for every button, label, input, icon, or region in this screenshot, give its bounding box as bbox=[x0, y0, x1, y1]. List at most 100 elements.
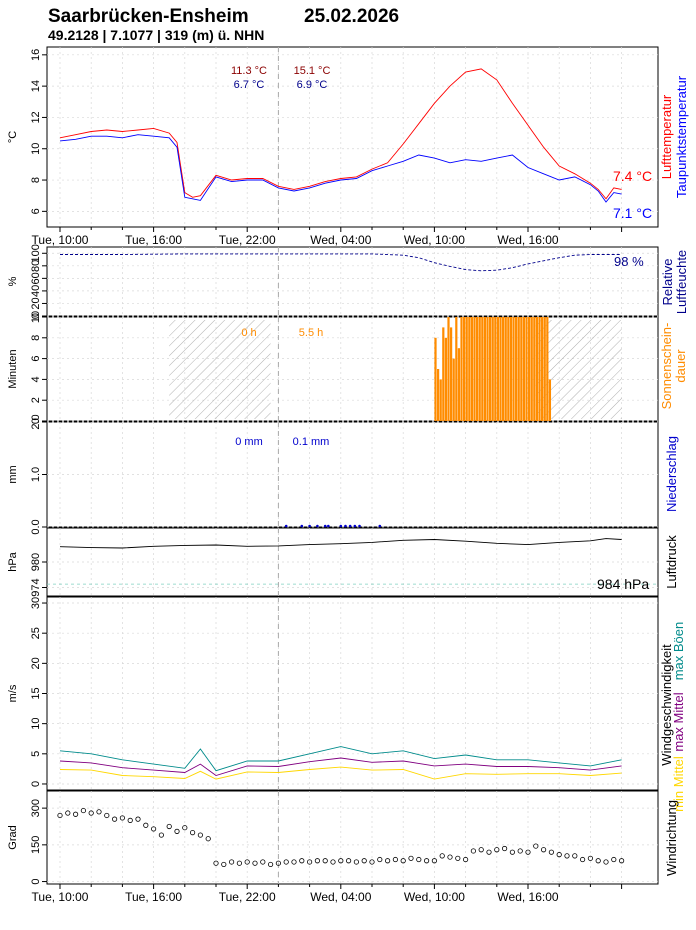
pressure-ytick-label: 974 bbox=[30, 578, 42, 596]
humidity-ytick-label: 40 bbox=[30, 285, 42, 297]
sunshine-bar bbox=[455, 317, 458, 421]
sunshine-bar bbox=[541, 317, 544, 421]
sunshine-bar bbox=[548, 379, 552, 421]
direction-point bbox=[595, 858, 601, 864]
direction-point bbox=[462, 856, 469, 863]
temperature-ytick-label: 10 bbox=[30, 143, 42, 155]
direction-point bbox=[236, 860, 242, 866]
gust-right-label: max Böen bbox=[671, 622, 686, 681]
direction-point bbox=[556, 852, 562, 858]
sunshine-ytick-label: 6 bbox=[30, 356, 42, 362]
precip-point bbox=[344, 524, 347, 528]
direction-point bbox=[338, 858, 344, 864]
date-title: 25.02.2026 bbox=[304, 6, 400, 27]
precip-point bbox=[378, 524, 382, 528]
wind_speed-ytick-label: 25 bbox=[30, 627, 42, 639]
sunshine-bar bbox=[543, 317, 546, 421]
direction-point bbox=[533, 843, 539, 849]
night-shading bbox=[169, 320, 271, 419]
pressure-ytick-label: 980 bbox=[30, 553, 42, 571]
sunshine-bar bbox=[528, 317, 531, 421]
sunshine-ytick-label: 4 bbox=[30, 376, 42, 382]
wind_direction-ytick-label: 300 bbox=[30, 799, 42, 817]
sunshine-bar bbox=[517, 317, 520, 421]
sunshine-bar bbox=[478, 317, 481, 421]
sunshine-bar bbox=[476, 317, 479, 421]
station-title: Saarbrücken-Ensheim bbox=[48, 6, 249, 27]
top-xtick-label: Tue, 22:00 bbox=[219, 233, 276, 247]
direction-right-label: Windrichtung bbox=[664, 800, 679, 876]
direction-point bbox=[447, 854, 453, 860]
wind_direction-ytick-label: 150 bbox=[30, 836, 42, 854]
current-pressure: 984 hPa bbox=[597, 576, 649, 592]
humidity-right-label-1: Relative bbox=[660, 259, 675, 306]
sunshine-bar bbox=[538, 317, 541, 421]
direction-point bbox=[151, 826, 157, 832]
pressure-ylabel: hPa bbox=[7, 551, 19, 571]
temperature-ytick-label: 14 bbox=[30, 80, 42, 92]
top-xtick-label: Wed, 10:00 bbox=[404, 233, 465, 247]
precip-point bbox=[300, 524, 304, 528]
direction-point bbox=[65, 810, 71, 816]
precip-point bbox=[348, 524, 352, 528]
sunshine-bar bbox=[473, 317, 476, 421]
top-xtick-label: Tue, 10:00 bbox=[32, 233, 89, 247]
sunshine-bar bbox=[504, 317, 507, 421]
sunshine-bar bbox=[489, 317, 492, 421]
sunshine-bar bbox=[465, 317, 468, 421]
direction-point bbox=[267, 861, 274, 868]
direction-point bbox=[392, 856, 398, 863]
sunshine-bar bbox=[457, 348, 461, 421]
direction-point bbox=[283, 859, 289, 865]
precip-point bbox=[327, 524, 330, 528]
direction-point bbox=[252, 860, 258, 866]
humidity-ytick-label: 100 bbox=[30, 244, 42, 262]
top-xtick-label: Wed, 04:00 bbox=[310, 233, 371, 247]
sunshine-bar bbox=[496, 317, 500, 421]
direction-point bbox=[330, 859, 336, 865]
precip-point bbox=[358, 524, 361, 528]
precip-point bbox=[284, 524, 288, 528]
min-mean-right-label: min Mittel bbox=[671, 756, 686, 812]
direction-point bbox=[494, 847, 500, 853]
precipitation-ytick-label: 0.0 bbox=[30, 519, 42, 534]
temperature-ytick-label: 6 bbox=[30, 208, 42, 214]
sunshine-bar bbox=[442, 327, 445, 421]
direction-point bbox=[205, 836, 211, 842]
bottom-xtick-label: Tue, 10:00 bbox=[32, 890, 89, 904]
current-temperature: 7.4 °C bbox=[613, 168, 652, 184]
direction-point bbox=[517, 848, 523, 854]
precip-point bbox=[316, 524, 319, 528]
sunshine-bar bbox=[450, 327, 453, 421]
wind_direction-ylabel: Grad bbox=[7, 825, 19, 849]
sunshine-bar bbox=[499, 317, 502, 421]
direction-point bbox=[345, 858, 352, 864]
sunshine-bar bbox=[486, 317, 489, 421]
direction-point bbox=[525, 849, 531, 855]
humidity-ylabel: % bbox=[7, 276, 19, 286]
top-xtick-label: Tue, 16:00 bbox=[125, 233, 182, 247]
direction-point bbox=[197, 832, 203, 838]
direction-point bbox=[260, 859, 266, 865]
direction-point bbox=[174, 828, 180, 834]
direction-point bbox=[486, 849, 492, 855]
direction-point bbox=[572, 853, 578, 859]
direction-point bbox=[73, 811, 79, 817]
sunshine-bar bbox=[530, 317, 533, 421]
precip-day2: 0.1 mm bbox=[293, 436, 330, 448]
sunshine-bar bbox=[470, 317, 474, 421]
direction-point bbox=[88, 810, 94, 816]
sunshine-bar bbox=[512, 317, 515, 421]
direction-point bbox=[579, 856, 586, 863]
bottom-xtick-label: Wed, 16:00 bbox=[497, 890, 558, 904]
direction-point bbox=[618, 858, 625, 864]
bottom-xtick-label: Tue, 22:00 bbox=[219, 890, 276, 904]
humidity-ytick-label: 20 bbox=[30, 297, 42, 309]
sunshine-bar bbox=[502, 317, 505, 421]
direction-point bbox=[470, 848, 476, 854]
temperature-ylabel: °C bbox=[7, 131, 19, 143]
pressure-line bbox=[59, 538, 622, 549]
sunshine-bar bbox=[463, 317, 466, 421]
sunshine-day2: 5.5 h bbox=[299, 327, 323, 339]
